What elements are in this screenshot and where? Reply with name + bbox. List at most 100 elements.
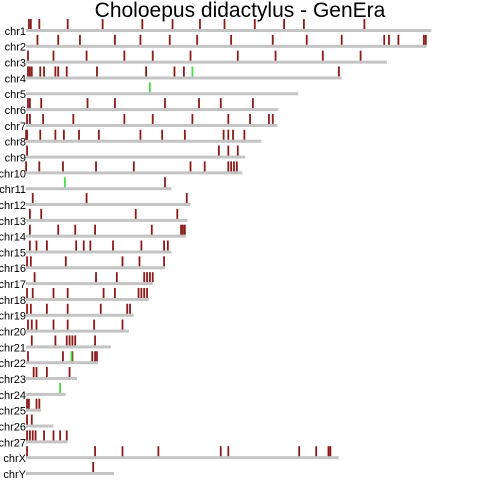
gene-mark (52, 287, 55, 298)
gene-mark (28, 208, 31, 219)
gene-mark (143, 287, 146, 298)
gene-mark (232, 129, 234, 140)
gene-mark (383, 34, 386, 45)
gene-mark (30, 335, 33, 346)
gene-mark (54, 66, 57, 77)
gene-mark (39, 129, 42, 140)
gene-mark (303, 19, 305, 29)
chromosome-label: chr27 (0, 437, 26, 449)
chromosome-bar (26, 123, 278, 127)
chromosome-label: chr2 (5, 42, 26, 54)
gene-mark (227, 161, 230, 172)
gene-mark (121, 446, 124, 457)
gene-mark (146, 287, 148, 298)
gene-mark (89, 240, 92, 251)
chromosome-bar (26, 171, 243, 175)
gene-mark (27, 351, 29, 362)
gene-mark (54, 129, 57, 140)
gene-mark (62, 129, 65, 140)
gene-mark (198, 98, 200, 109)
gene-mark (28, 240, 31, 251)
gene-mark (52, 319, 55, 330)
gene-mark (230, 161, 233, 172)
chromosome-label: chr25 (0, 406, 26, 418)
chromosome-bar (26, 361, 98, 365)
chromosome-bar (26, 250, 172, 254)
gene-mark (28, 19, 30, 29)
chromosome-bar (26, 218, 188, 222)
gene-mark (315, 446, 318, 457)
gene-mark (243, 129, 246, 140)
gene-mark (173, 66, 176, 77)
gene-mark (36, 34, 39, 45)
gene-mark (99, 303, 102, 314)
chromosome-label: chr26 (0, 421, 26, 433)
gene-mark (251, 98, 254, 109)
gene-mark (57, 224, 60, 235)
gene-mark (185, 193, 188, 204)
gene-mark (236, 50, 239, 61)
gene-mark (26, 398, 28, 409)
gene-mark (27, 66, 29, 77)
gene-mark (217, 145, 220, 156)
gene-mark (26, 256, 28, 267)
gene-mark (219, 446, 222, 457)
gene-mark (66, 19, 69, 29)
gene-mark (27, 50, 29, 61)
chromosome-label: chr13 (0, 216, 26, 228)
gene-mark (176, 208, 179, 219)
gene-mark (57, 34, 60, 45)
gene-mark (91, 351, 94, 362)
gene-mark (30, 66, 33, 77)
gene-mark (126, 303, 129, 314)
gene-mark (137, 287, 140, 298)
gene-mark (27, 98, 29, 109)
gene-mark (38, 19, 41, 29)
chromosome-bar (26, 345, 112, 349)
gene-mark (62, 161, 64, 172)
gene-mark (114, 98, 116, 109)
gene-mark (42, 113, 45, 124)
chromosome-label: chrY (3, 469, 26, 480)
chromosome-label: chr6 (5, 105, 26, 117)
gene-mark (45, 303, 48, 314)
chromosome-label: chr14 (0, 232, 26, 244)
gene-mark (26, 430, 28, 441)
gene-mark (329, 446, 332, 457)
gene-mark (140, 287, 143, 298)
gene-mark (26, 446, 28, 457)
gene-mark (38, 398, 41, 409)
gene-mark (25, 161, 27, 172)
gene-mark (164, 177, 166, 188)
gene-mark (32, 367, 35, 378)
chromosome-bar (26, 155, 246, 159)
gene-mark (25, 129, 27, 140)
gene-mark (199, 19, 201, 29)
chromosome-bar (26, 377, 78, 381)
gene-mark (30, 414, 33, 425)
chromosome-label: chr20 (0, 327, 26, 339)
chromosome-label: chr10 (0, 168, 26, 180)
chromosome-bar (26, 472, 114, 475)
gene-mark (143, 272, 146, 283)
gene-mark (168, 34, 171, 45)
gene-mark (35, 240, 38, 251)
gene-mark (115, 272, 118, 283)
gene-mark (34, 430, 37, 441)
gene-mark (150, 224, 153, 235)
gene-mark (139, 129, 142, 140)
gene-mark (233, 161, 235, 172)
gene-mark (93, 319, 96, 330)
gene-mark (52, 430, 55, 441)
gene-mark (219, 98, 222, 109)
gene-mark (121, 319, 124, 330)
gene-mark (28, 98, 31, 109)
gene-mark (26, 129, 28, 140)
gene-mark (140, 240, 143, 251)
gene-mark (52, 50, 55, 61)
gene-mark (321, 50, 324, 61)
gene-mark (166, 240, 169, 251)
gene-mark (102, 287, 105, 298)
gene-mark (183, 66, 185, 77)
chromosome-bar (26, 392, 66, 396)
